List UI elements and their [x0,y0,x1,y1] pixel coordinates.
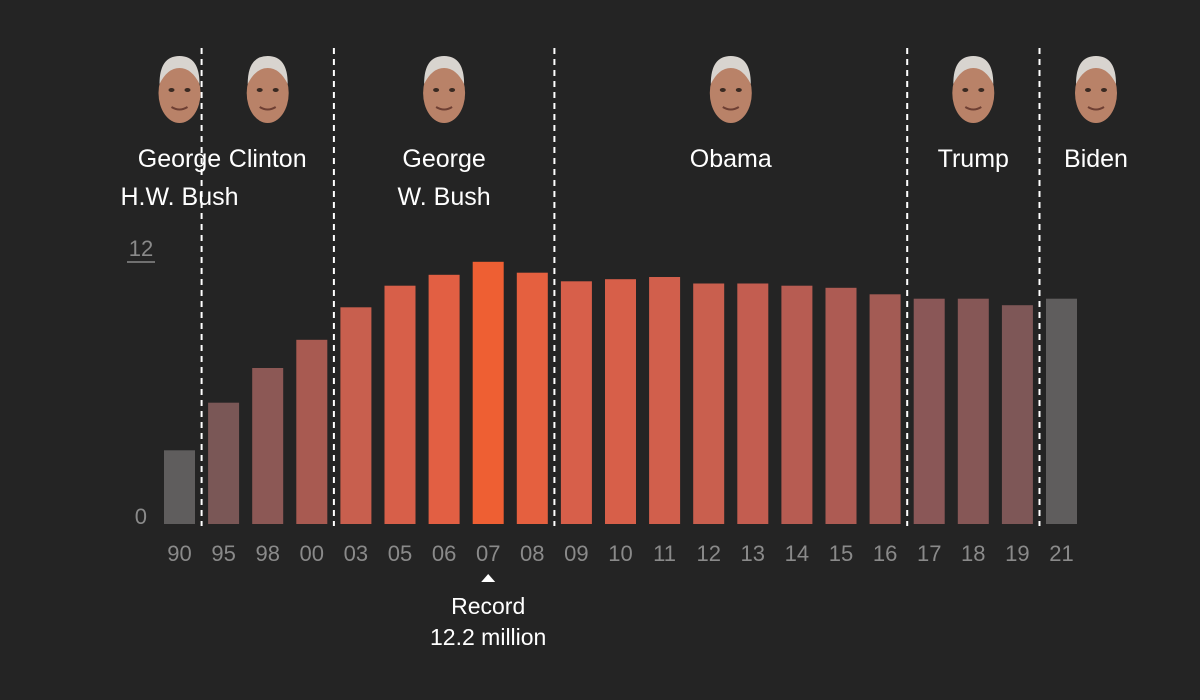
bar-14 [781,285,813,524]
x-tick-label: 19 [1005,541,1029,566]
x-tick-label: 12 [696,541,720,566]
x-tick-label: 14 [785,541,809,566]
x-tick-label: 17 [917,541,941,566]
triangle-up-icon [481,574,496,582]
bar-21 [1046,298,1077,524]
bar-13 [737,283,769,524]
x-tick-label: 09 [564,541,588,566]
x-tick-label: 15 [829,541,853,566]
x-tick-label: 07 [476,541,500,566]
bar-06 [428,274,460,524]
bar-90 [164,450,195,524]
x-tick-label: 08 [520,541,544,566]
president-name: George [402,145,485,173]
x-tick-label: 10 [608,541,632,566]
bar-98 [252,368,284,524]
x-tick-label: 03 [344,541,368,566]
x-tick-label: 18 [961,541,985,566]
record-annotation-line: Record [451,593,525,619]
bar-07 [472,261,504,524]
bar-05 [384,285,416,524]
x-tick-label: 98 [255,541,279,566]
president-name: George [138,145,221,173]
bar-11 [649,277,681,524]
y-tick-label-min: 0 [135,504,147,529]
president-portrait-icon [423,56,466,123]
president-portrait-icon [1075,56,1117,123]
president-portrait-icon [709,56,752,123]
x-tick-label: 05 [388,541,412,566]
bar-08 [516,272,548,524]
president-name: Clinton [229,145,307,173]
bar-15 [825,287,857,524]
x-tick-label: 95 [211,541,235,566]
x-tick-label: 11 [653,541,676,566]
x-tick-label: 00 [300,541,324,566]
record-annotation-line: 12.2 million [430,624,546,650]
bar-17 [913,298,945,524]
bar-16 [869,294,901,524]
bar-09 [560,281,592,524]
x-tick-label: 21 [1049,541,1073,566]
bar-18 [957,298,989,524]
president-name: Biden [1064,145,1128,173]
y-tick-label-max: 12 [129,236,153,261]
bar-00 [296,339,328,524]
bar-12 [693,283,725,524]
bar-03 [340,307,372,524]
x-tick-label: 06 [432,541,456,566]
president-portrait-icon [246,56,289,123]
x-tick-label: 16 [873,541,897,566]
bar-19 [1001,305,1033,524]
x-tick-label: 90 [167,541,191,566]
president-name: Trump [938,145,1009,173]
president-portrait-icon [158,56,201,123]
president-portrait-icon [952,56,995,123]
bar-95 [208,402,240,524]
president-name: Obama [690,145,772,173]
bar-10 [605,279,636,524]
president-name: W. Bush [398,183,491,211]
president-name: H.W. Bush [120,183,238,211]
x-tick-label: 13 [741,541,765,566]
